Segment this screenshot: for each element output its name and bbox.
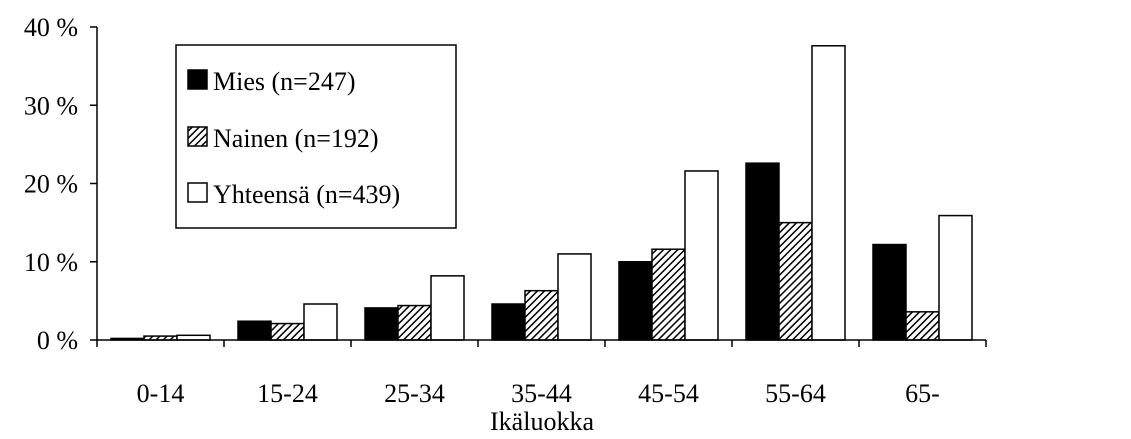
legend-swatch-2 [187,182,208,203]
legend-label-2: Yhteensä (n=439) [213,180,400,209]
legend-swatch-1 [187,126,208,147]
x-axis-title: Ikäluokka [490,407,594,436]
bar-55-64-series-0 [745,162,780,341]
y-tick-label: 30 % [24,91,78,120]
bar-55-64-series-1 [778,221,813,341]
legend-swatch-0 [187,69,208,90]
x-tick-label: 25-34 [384,379,445,408]
legend-label-0: Mies (n=247) [213,67,355,96]
axes-layer: 0 % 10 % 20 % 30 % 40 % 0-14 15-24 25-34 35-44 45… [24,13,987,408]
bars-layer [110,45,973,341]
bar-45-54-series-2 [684,170,719,341]
bar-15-24-series-1 [270,322,305,341]
x-tick-label: 55-64 [765,379,826,408]
bar-55-64-series-2 [811,45,846,341]
y-tick-label: 20 % [24,170,78,199]
bar-15-24-series-2 [303,303,338,341]
x-tick-label: 0-14 [137,379,185,408]
x-tick-label: 45-54 [638,379,699,408]
legend-label-1: Nainen (n=192) [213,124,379,153]
x-tick-label: 35-44 [511,379,572,408]
bar-25-34-series-0 [364,307,399,341]
x-tick-label: 65- [905,379,940,408]
bar-15-24-series-0 [237,320,272,341]
bar-65--series-1 [905,311,940,341]
bar-35-44-series-2 [557,253,592,341]
legend-box [175,44,457,229]
bar-35-44-series-0 [491,303,526,341]
y-tick-label: 0 % [37,326,78,355]
bar-45-54-series-0 [618,261,653,341]
bar-45-54-series-1 [651,248,686,341]
bar-65--series-2 [938,214,973,341]
bar-65--series-0 [872,243,907,341]
x-tick-label: 15-24 [257,379,318,408]
bar-25-34-series-1 [397,304,432,341]
bar-25-34-series-2 [430,275,465,341]
legend: Mies (n=247) Nainen (n=192) Yhteensä (n=43… [175,44,457,229]
y-tick-label: 10 % [24,248,78,277]
bar-35-44-series-1 [524,289,559,341]
y-tick-label: 40 % [24,13,78,42]
